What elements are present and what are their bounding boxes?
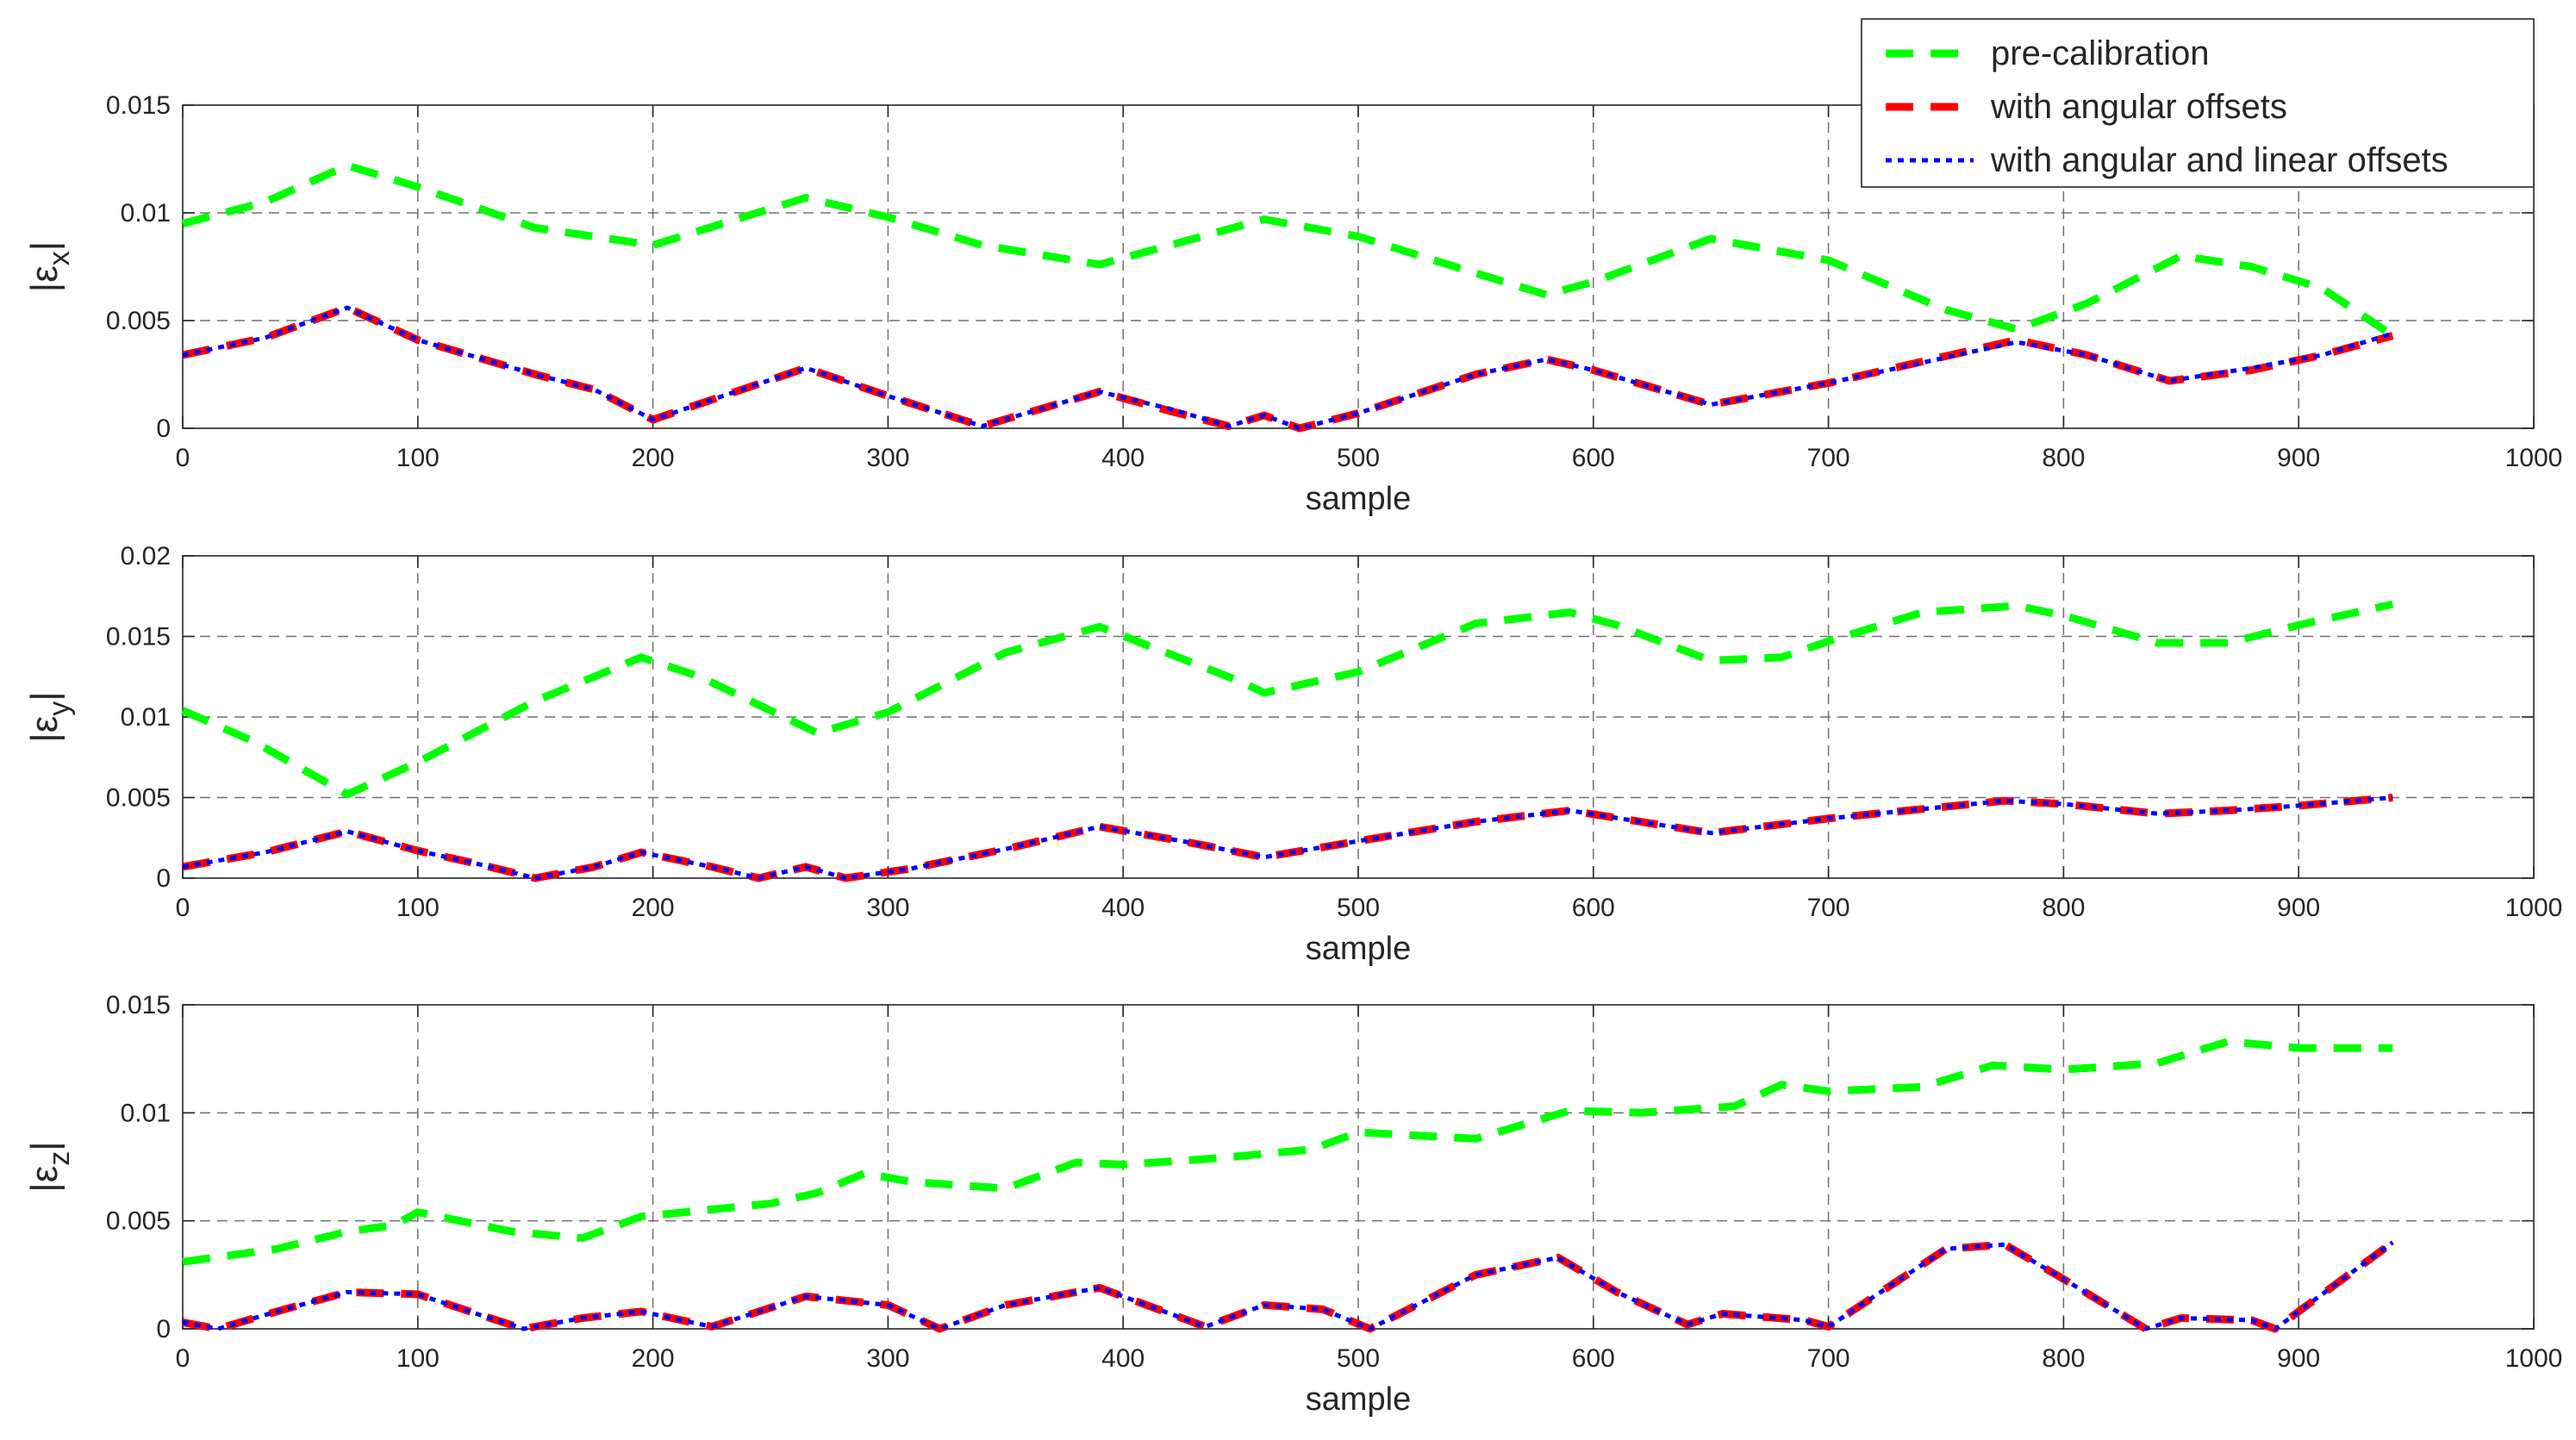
x-tick-label: 800 xyxy=(2042,1344,2085,1373)
x-tick-label: 1000 xyxy=(2505,894,2563,922)
legend: pre-calibration with angular offsets with … xyxy=(1861,18,2535,188)
x-tick-label: 200 xyxy=(632,1344,675,1373)
chart-panel-3: 0 100 200 300 400 500 600 700 800 900 1000 0 0.005 0.… xyxy=(23,991,2562,1418)
x-tick-label: 0 xyxy=(176,894,190,922)
x-tick-label: 600 xyxy=(1572,444,1615,472)
x-axis-label: sample xyxy=(1306,1381,1412,1418)
series-line-with-angular-and-linear-offsets xyxy=(182,305,2394,431)
x-tick-label: 300 xyxy=(866,1344,909,1373)
y-axis-label-base: |ε xyxy=(23,716,65,743)
x-tick-label: 200 xyxy=(632,894,675,922)
y-axis-label: |εx| xyxy=(23,241,76,292)
x-tick-label: 300 xyxy=(866,894,909,922)
x-tick-label: 100 xyxy=(396,894,440,922)
x-axis-label: sample xyxy=(1306,481,1412,517)
x-tick-label: 700 xyxy=(1807,444,1850,472)
x-tick-label: 0 xyxy=(176,1344,190,1373)
y-tick-label: 0.005 xyxy=(106,784,171,813)
y-axis-label-base: |ε xyxy=(23,265,65,292)
y-tick-label: 0.02 xyxy=(121,542,171,570)
legend-entry-label: with angular offsets xyxy=(1990,88,2287,126)
y-axis-label-sub: x xyxy=(43,251,76,265)
x-tick-label: 900 xyxy=(2277,1344,2320,1373)
x-tick-label: 100 xyxy=(396,1344,440,1373)
y-tick-label: 0 xyxy=(156,415,171,443)
x-tick-label: 1000 xyxy=(2505,1344,2563,1373)
y-tick-label: 0 xyxy=(156,864,171,893)
x-tick-label: 400 xyxy=(1101,1344,1145,1373)
y-tick-label: 0.015 xyxy=(106,991,171,1019)
x-tick-label: 1000 xyxy=(2505,444,2563,472)
y-tick-label: 0.015 xyxy=(106,91,171,120)
series-line-pre-calibration xyxy=(181,161,2395,340)
series-line-with-angular-and-linear-offsets xyxy=(182,1240,2394,1331)
legend-entry-label: pre-calibration xyxy=(1991,34,2209,72)
x-tick-label: 800 xyxy=(2042,894,2085,922)
y-tick-label: 0.01 xyxy=(121,703,171,732)
y-tick-label: 0.005 xyxy=(106,1207,171,1236)
x-tick-label: 500 xyxy=(1337,444,1380,472)
x-tick-label: 700 xyxy=(1807,894,1850,922)
y-axis-label: |εz| xyxy=(23,1141,76,1192)
x-tick-label: 500 xyxy=(1337,1344,1380,1373)
y-axis-label: |εy| xyxy=(23,691,76,742)
y-axis-label-tail: | xyxy=(23,691,65,701)
x-tick-label: 700 xyxy=(1807,1344,1850,1373)
series-line-pre-calibration xyxy=(181,600,2394,799)
y-tick-label: 0.01 xyxy=(121,1099,171,1127)
x-tick-label: 900 xyxy=(2277,444,2320,472)
y-axis-label-sub: z xyxy=(43,1151,76,1166)
y-axis-label-base: |ε xyxy=(23,1166,65,1193)
x-tick-label: 600 xyxy=(1572,1344,1615,1373)
y-axis-label-tail: | xyxy=(23,1141,65,1150)
x-tick-label: 900 xyxy=(2277,894,2320,922)
x-tick-label: 300 xyxy=(866,444,909,472)
x-tick-label: 500 xyxy=(1337,894,1380,922)
legend-entry-label: with angular and linear offsets xyxy=(1990,141,2448,179)
x-tick-label: 800 xyxy=(2042,444,2085,472)
x-tick-label: 100 xyxy=(396,444,440,472)
x-tick-label: 400 xyxy=(1101,894,1145,922)
y-tick-label: 0 xyxy=(156,1315,171,1343)
y-axis-label-tail: | xyxy=(23,241,65,251)
y-tick-label: 0.005 xyxy=(106,307,171,335)
x-tick-label: 600 xyxy=(1572,894,1615,922)
y-axis-label-sub: y xyxy=(43,701,76,716)
series-line-pre-calibration xyxy=(182,1038,2393,1266)
y-tick-label: 0.01 xyxy=(121,199,171,228)
x-tick-label: 400 xyxy=(1101,444,1145,472)
x-axis-label: sample xyxy=(1306,931,1412,967)
x-tick-label: 200 xyxy=(632,444,675,472)
x-tick-label: 0 xyxy=(176,444,190,472)
y-tick-label: 0.015 xyxy=(106,623,171,651)
chart-panel-2: 0 100 200 300 400 500 600 700 800 900 1000 0 0.005 0.… xyxy=(23,542,2562,967)
series-line-with-angular-and-linear-offsets xyxy=(182,795,2393,881)
